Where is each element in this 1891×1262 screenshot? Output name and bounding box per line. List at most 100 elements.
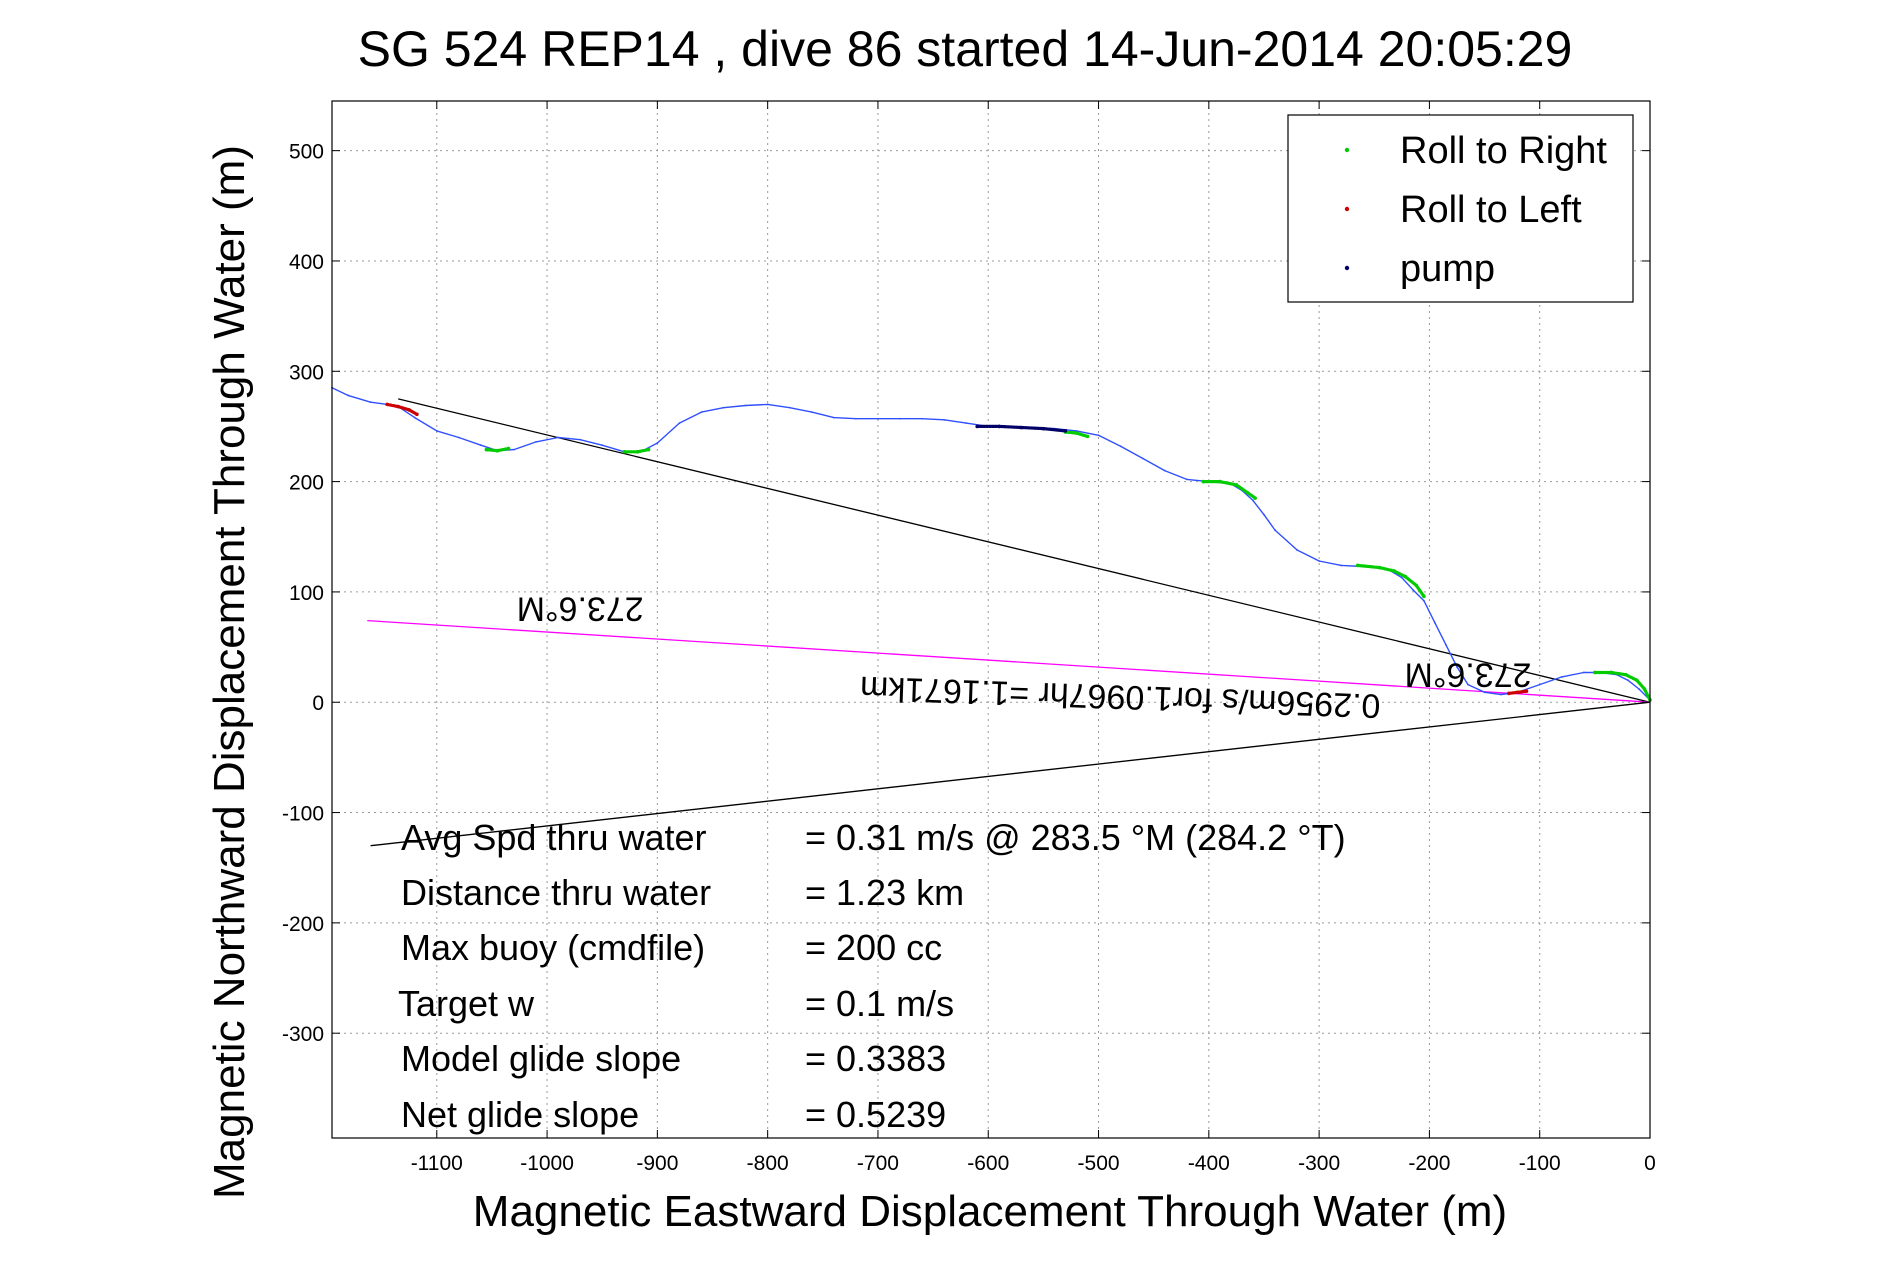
y-tick-label: 100	[289, 582, 324, 605]
track-point	[1097, 434, 1100, 437]
plot-frame	[331, 100, 1651, 1139]
track-point	[943, 418, 946, 421]
legend-marker	[1344, 206, 1350, 212]
track-point	[1434, 621, 1436, 624]
legend-label: Roll to Left	[1400, 189, 1582, 231]
track-point	[899, 417, 901, 420]
roll-right-point	[1355, 563, 1360, 568]
roll-right-point	[1085, 434, 1090, 439]
plot-series	[331, 386, 1652, 847]
y-tick-label: -200	[282, 913, 324, 936]
track-point	[557, 436, 560, 439]
track-point	[1340, 564, 1343, 567]
y-tick-label: -100	[282, 803, 324, 826]
track-point	[347, 394, 350, 397]
roll-right-point	[495, 448, 500, 453]
roll-right-point	[1201, 479, 1206, 484]
x-tick-label: -600	[967, 1152, 1009, 1175]
y-tick-label: 200	[289, 472, 324, 495]
stat-value: = 0.5239	[805, 1094, 946, 1135]
track-point	[1075, 429, 1078, 432]
reference-line-upper	[398, 398, 1651, 703]
roll-right-point	[622, 450, 627, 454]
roll-right-point	[1642, 687, 1647, 691]
track-point	[535, 440, 537, 443]
track-point	[1119, 445, 1122, 448]
axis-ticks: -1100 -1000 -900 -800 -700 -600 -500 -400 -300 -2…	[282, 101, 1656, 1175]
track-point	[1638, 688, 1640, 690]
x-axis-label: Magnetic Eastward Displacement Through W…	[473, 1187, 1507, 1236]
x-tick-label: 0	[1644, 1152, 1656, 1175]
stat-value: = 1.23 km	[805, 872, 964, 913]
roll-right-point	[1392, 569, 1396, 573]
roll-right-segment	[1356, 563, 1426, 598]
stat-value: = 0.1 m/s	[805, 983, 954, 1024]
y-axis-label: Magnetic Northward Displacement Through …	[205, 145, 254, 1199]
roll-right-point	[1253, 496, 1257, 500]
track-point	[1252, 499, 1254, 502]
track-point	[700, 411, 703, 413]
roll-right-point	[1074, 431, 1079, 435]
track-point	[479, 444, 482, 447]
stat-label: Target w	[398, 983, 535, 1024]
stat-label: Net glide slope	[401, 1094, 639, 1135]
roll-right-point	[1245, 490, 1250, 495]
track-point	[579, 438, 582, 441]
track-point	[1500, 693, 1503, 696]
track-point	[656, 442, 659, 444]
track-point	[788, 406, 791, 409]
track-point	[810, 411, 813, 413]
stat-label: Avg Spd thru water	[401, 817, 707, 858]
legend: Roll to Right Roll to Left pump	[1287, 114, 1634, 303]
track-point	[1141, 457, 1144, 460]
roll-left-point	[1515, 690, 1520, 695]
x-tick-label: -500	[1078, 1152, 1120, 1175]
roll-left-point	[415, 412, 419, 417]
roll-right-point	[1234, 483, 1239, 487]
track-point	[1456, 666, 1458, 668]
x-tick-label: -300	[1298, 1152, 1340, 1175]
stat-value: = 200 cc	[805, 927, 942, 968]
roll-right-point	[646, 447, 651, 452]
x-tick-label: -400	[1188, 1152, 1230, 1175]
roll-right-point	[484, 447, 489, 452]
track-point	[1538, 683, 1541, 686]
stat-label: Model glide slope	[401, 1038, 681, 1079]
track-point	[832, 416, 835, 419]
roll-right-point	[1218, 479, 1222, 484]
legend-marker	[1344, 265, 1350, 271]
x-tick-label: -100	[1519, 1152, 1561, 1175]
roll-left-point	[407, 408, 412, 412]
x-tick-label: -1000	[520, 1152, 574, 1175]
roll-left-point	[385, 402, 389, 407]
legend-marker	[1344, 147, 1350, 153]
track-point	[369, 401, 372, 404]
rotated-annotation: 273.6°M	[517, 589, 644, 627]
stats-panel: Avg Spd thru water = 0.31 m/s @ 283.5 °M …	[398, 817, 1346, 1135]
track-point	[1263, 513, 1265, 516]
roll-right-point	[506, 446, 511, 451]
roll-right-point	[1414, 583, 1418, 588]
track-point	[678, 422, 681, 425]
track-point	[1411, 588, 1414, 591]
track-point	[601, 444, 604, 447]
track-point	[965, 422, 968, 425]
track-point	[513, 448, 515, 451]
x-tick-label: -800	[747, 1152, 789, 1175]
track-point	[766, 403, 769, 406]
track-point	[1467, 683, 1469, 686]
track-point	[457, 436, 460, 439]
track-point	[1163, 469, 1166, 472]
roll-left-segment	[385, 402, 419, 416]
track-point	[1422, 599, 1425, 602]
x-tick-label: -900	[636, 1152, 678, 1175]
y-tick-label: -300	[282, 1023, 324, 1046]
pump-point	[1063, 429, 1068, 433]
y-tick-label: 500	[289, 141, 324, 164]
track-point	[1296, 549, 1298, 551]
roll-right-point	[1377, 565, 1382, 570]
x-tick-label: -1100	[411, 1152, 463, 1175]
roll-right-point	[1609, 670, 1614, 675]
roll-right-point	[1593, 670, 1597, 675]
